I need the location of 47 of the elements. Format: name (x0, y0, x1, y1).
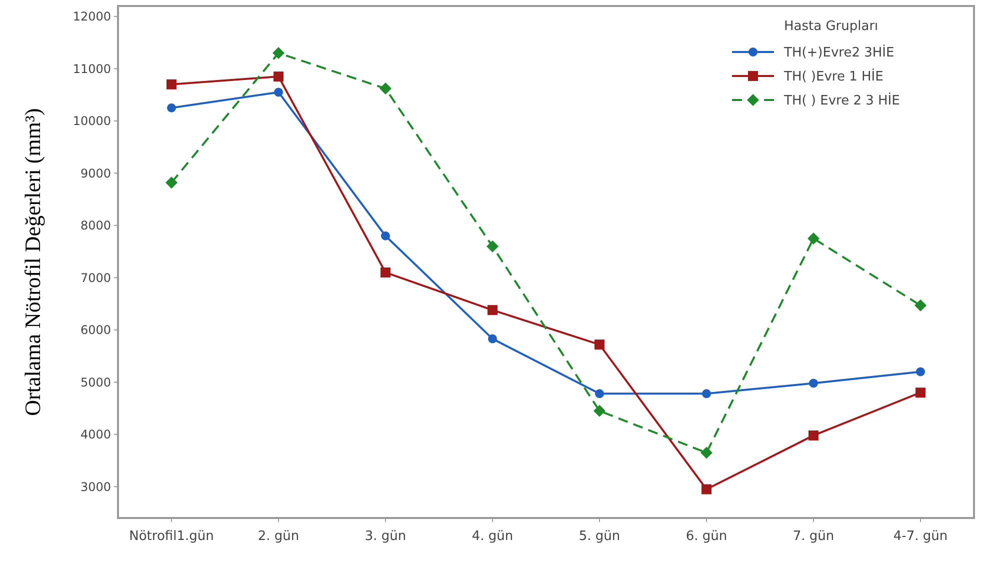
point (381, 231, 390, 240)
point (488, 334, 497, 344)
point (274, 72, 284, 82)
point (914, 299, 926, 312)
y-tick-label: 6000 (80, 323, 111, 338)
point (808, 430, 818, 440)
y-tick-label: 10000 (72, 114, 111, 128)
point (808, 232, 820, 244)
y-tick-label: 12000 (72, 10, 111, 24)
point (488, 305, 498, 316)
point (167, 103, 176, 112)
point (166, 79, 176, 90)
point (700, 446, 712, 459)
point (594, 340, 604, 350)
point (380, 267, 390, 278)
point (916, 367, 925, 376)
point (916, 388, 926, 398)
point (486, 240, 498, 252)
x-tick-label: 2. gün (258, 529, 300, 544)
x-tick-label: 4. gün (472, 529, 514, 544)
point (702, 389, 711, 398)
x-tick-label: 5. gün (578, 529, 620, 544)
point (380, 82, 392, 95)
point (809, 378, 818, 388)
point (594, 404, 606, 417)
x-tick-label: 3. gün (364, 529, 406, 544)
point (272, 47, 284, 60)
y-tick-label: 9000 (80, 166, 111, 180)
y-tick-label: 8000 (80, 218, 111, 233)
y-tick-label: 7000 (80, 270, 111, 285)
legend-label: TH(+)Evre2 3HİE (783, 44, 894, 61)
y-tick-label: 5000 (80, 375, 111, 390)
point (166, 176, 178, 189)
legend-title: Hasta Grupları (784, 19, 878, 34)
point (702, 484, 712, 494)
x-tick-label: 4-7. gün (893, 529, 948, 544)
legend-label: TH( )Evre 1 HİE (783, 68, 884, 85)
y-tick-label: 4000 (80, 428, 111, 442)
legend-label: TH( ) Evre 2 3 HİE (783, 92, 900, 109)
point (595, 389, 604, 398)
x-tick-label: Nötrofil1.gün (129, 529, 214, 544)
y-tick-label: 3000 (80, 480, 111, 494)
x-tick-label: 7. gün (792, 529, 834, 544)
y-axis-title: Ortalama Nötrofil Değerleri (mm³) (20, 108, 45, 416)
point (274, 88, 283, 97)
x-tick-label: 6. gün (686, 529, 728, 544)
y-tick-label: 11000 (72, 62, 111, 76)
